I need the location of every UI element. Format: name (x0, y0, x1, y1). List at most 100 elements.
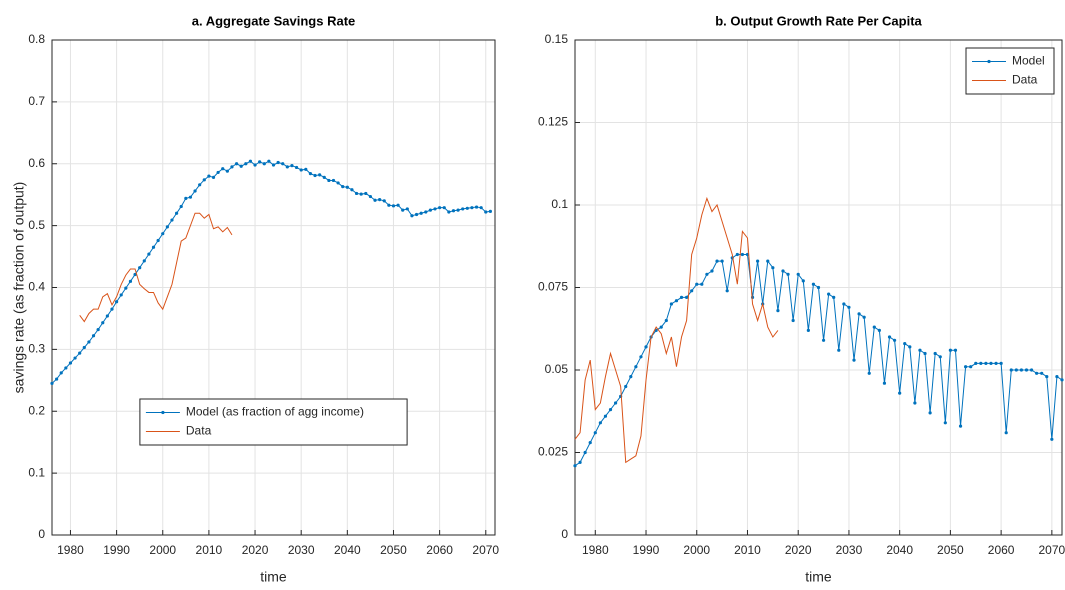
data-point (193, 189, 197, 193)
data-point (1014, 368, 1018, 372)
data-point (740, 252, 745, 257)
data-point (781, 269, 785, 273)
data-point (583, 450, 587, 455)
data-point (786, 272, 790, 276)
data-point (59, 371, 63, 375)
y-tick-label: 0.05 (545, 362, 569, 376)
data-point (465, 206, 469, 210)
data-point (669, 302, 673, 306)
data-point (958, 424, 963, 428)
data-point (318, 173, 322, 177)
data-point (68, 361, 73, 365)
data-point (313, 173, 317, 178)
data-point (1035, 371, 1039, 375)
data-point (690, 289, 694, 293)
data-point (188, 195, 193, 199)
data-point (735, 252, 739, 257)
data-point (179, 204, 183, 209)
x-tick-label: 1980 (57, 543, 84, 557)
data-point (308, 172, 313, 176)
y-tick-label: 0.1 (551, 197, 568, 211)
x-tick-label: 2000 (683, 543, 710, 557)
legend: Model Data (965, 47, 1055, 95)
data-point (867, 371, 871, 375)
data-point (456, 208, 460, 212)
data-point (953, 348, 958, 352)
y-tick-label: 0.2 (28, 403, 45, 417)
data-point (1045, 375, 1049, 379)
data-point (55, 377, 59, 381)
data-point (461, 207, 465, 211)
data-point (216, 170, 220, 175)
data-point (350, 188, 354, 192)
data-point (974, 361, 978, 365)
data-point (91, 334, 96, 338)
data-point (903, 342, 907, 346)
legend-label: Data (186, 424, 212, 438)
y-tick-label: 0.8 (28, 32, 45, 46)
data-point (887, 335, 892, 339)
data-point (202, 178, 206, 182)
data-point (151, 245, 156, 249)
data-point (133, 272, 137, 277)
data-point (442, 206, 446, 210)
x-tick-label: 2070 (472, 543, 499, 557)
x-tick-label: 2010 (734, 543, 761, 557)
data-point (715, 259, 719, 263)
data-point (119, 293, 123, 297)
y-tick-label: 0.075 (538, 280, 568, 294)
data-point (281, 162, 285, 166)
data-point (862, 315, 866, 319)
data-point (239, 164, 243, 168)
y-tick-label: 0.15 (545, 32, 569, 46)
series-line (79, 212, 233, 323)
data-point (138, 266, 142, 270)
data-point (877, 328, 881, 332)
data-point (1024, 368, 1029, 372)
data-point (299, 168, 303, 172)
data-point (341, 185, 345, 189)
x-tick-label: 1990 (633, 543, 660, 557)
y-tick-label: 0.3 (28, 342, 45, 356)
data-point (1009, 368, 1013, 372)
data-point (230, 165, 234, 169)
x-tick-label: 2010 (196, 543, 223, 557)
data-point (378, 198, 382, 202)
data-point (405, 207, 409, 211)
data-point (211, 175, 216, 179)
data-point (170, 218, 174, 222)
data-point (101, 321, 105, 325)
data-point (234, 162, 239, 166)
data-point (294, 165, 299, 170)
data-point (373, 198, 377, 202)
data-point (898, 391, 902, 395)
data-point (948, 348, 952, 352)
x-tick-label: 1980 (582, 543, 609, 557)
data-point (304, 167, 308, 171)
data-point (639, 355, 643, 359)
data-point (816, 285, 821, 290)
data-point (142, 259, 146, 263)
x-tick-label: 2020 (785, 543, 812, 557)
data-point (391, 204, 396, 208)
x-tick-label: 2060 (426, 543, 453, 557)
data-point (447, 210, 451, 214)
data-point (882, 381, 887, 385)
data-point (221, 167, 225, 171)
data-point (913, 401, 917, 405)
data-point (720, 259, 724, 263)
data-point (852, 358, 856, 362)
data-point (382, 199, 386, 203)
data-point (479, 206, 483, 210)
data-point (414, 212, 419, 217)
data-point (629, 375, 633, 379)
data-point (644, 345, 648, 349)
y-tick-label: 0 (38, 527, 45, 541)
data-point (791, 318, 795, 323)
data-point (1004, 431, 1008, 435)
x-tick-label: 2000 (149, 543, 176, 557)
data-point (244, 162, 248, 166)
data-point (710, 269, 714, 273)
chart-title: b. Output Growth Rate Per Capita (715, 13, 922, 28)
